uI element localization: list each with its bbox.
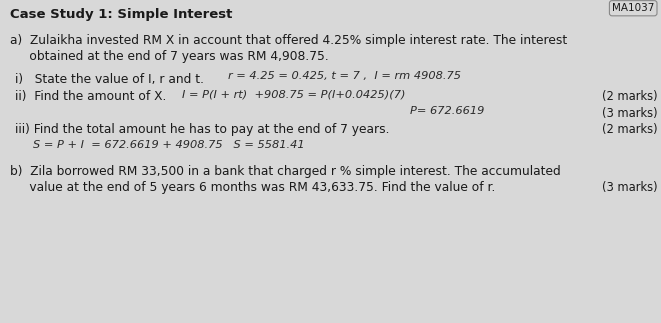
Text: iii) Find the total amount he has to pay at the end of 7 years.: iii) Find the total amount he has to pay… bbox=[15, 123, 389, 136]
Text: obtained at the end of 7 years was RM 4,908.75.: obtained at the end of 7 years was RM 4,… bbox=[10, 50, 329, 63]
Text: (2 marks): (2 marks) bbox=[602, 90, 658, 103]
Text: I = P(I + rt)  +908.75 = P(I+0.0425)(7): I = P(I + rt) +908.75 = P(I+0.0425)(7) bbox=[182, 89, 405, 99]
Text: b)  Zila borrowed RM 33,500 in a bank that charged r % simple interest. The accu: b) Zila borrowed RM 33,500 in a bank tha… bbox=[10, 165, 561, 178]
Text: (3 marks): (3 marks) bbox=[602, 107, 658, 120]
Text: r = 4.25 = 0.425, t = 7 ,  I = rm 4908.75: r = 4.25 = 0.425, t = 7 , I = rm 4908.75 bbox=[228, 71, 461, 81]
Text: MA1037: MA1037 bbox=[612, 3, 654, 13]
Text: ii)  Find the amount of X.: ii) Find the amount of X. bbox=[15, 90, 166, 103]
Text: P= 672.6619: P= 672.6619 bbox=[410, 106, 485, 116]
Text: S = P + I  = 672.6619 + 4908.75   S = 5581.41: S = P + I = 672.6619 + 4908.75 S = 5581.… bbox=[33, 140, 305, 150]
Text: a)  Zulaikha invested RM X in account that offered 4.25% simple interest rate. T: a) Zulaikha invested RM X in account tha… bbox=[10, 34, 567, 47]
Text: Case Study 1: Simple Interest: Case Study 1: Simple Interest bbox=[10, 8, 232, 21]
Text: value at the end of 5 years 6 months was RM 43,633.75. Find the value of r.: value at the end of 5 years 6 months was… bbox=[10, 181, 495, 194]
Text: i)   State the value of I, r and t.: i) State the value of I, r and t. bbox=[15, 73, 204, 86]
Text: (2 marks): (2 marks) bbox=[602, 123, 658, 136]
Text: (3 marks): (3 marks) bbox=[602, 181, 658, 194]
